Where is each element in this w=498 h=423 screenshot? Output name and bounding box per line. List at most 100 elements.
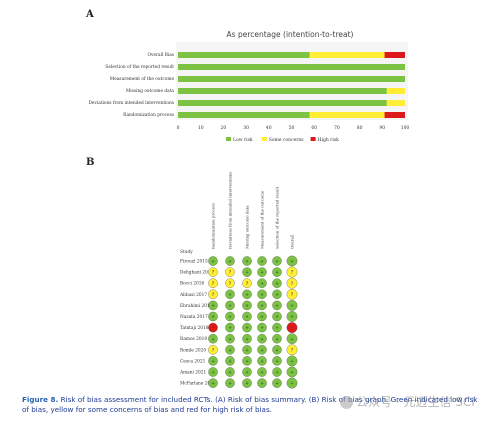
rating-symbol: - bbox=[291, 326, 293, 331]
rating-dot bbox=[242, 278, 252, 288]
rating-dot bbox=[272, 267, 282, 277]
rating-dot bbox=[257, 322, 267, 333]
rating-dot bbox=[272, 322, 282, 333]
figure-caption-text: Risk of bias assessment for included RCT… bbox=[22, 395, 478, 414]
rating-symbol: + bbox=[211, 259, 215, 265]
rating-dot bbox=[272, 367, 282, 377]
rating-symbol: ? bbox=[212, 281, 215, 287]
rating-dot bbox=[242, 311, 252, 322]
rating-symbol: + bbox=[275, 259, 279, 265]
rating-symbol: + bbox=[245, 292, 249, 298]
rating-dot bbox=[208, 256, 218, 266]
rating-symbol: + bbox=[275, 303, 279, 309]
rating-dot bbox=[286, 255, 298, 267]
rating-dot bbox=[225, 322, 235, 333]
category-label: Measurement of the outcome bbox=[110, 77, 175, 82]
rating-symbol: + bbox=[290, 303, 294, 309]
x-tick-label: 80 bbox=[357, 125, 363, 131]
rating-symbol: + bbox=[245, 325, 249, 331]
x-tick-label: 10 bbox=[198, 125, 204, 131]
study-name: Firouzi 2015 bbox=[180, 260, 208, 265]
bar-segment bbox=[178, 100, 387, 106]
study-name: Amani 2021 bbox=[179, 371, 206, 376]
rating-symbol: ? bbox=[291, 281, 294, 287]
rating-symbol: + bbox=[245, 270, 249, 276]
bar-segment bbox=[178, 112, 310, 118]
rating-dot bbox=[257, 300, 267, 311]
rating-dot bbox=[225, 378, 235, 388]
rating-dot bbox=[208, 345, 218, 355]
risk-of-bias-summary-chart: As percentage (intention-to-treat) Overal… bbox=[88, 30, 410, 143]
rating-symbol: + bbox=[260, 381, 264, 387]
x-tick-label: 40 bbox=[266, 125, 272, 131]
rating-dot bbox=[242, 289, 252, 300]
rating-dot bbox=[272, 356, 282, 366]
rating-dot bbox=[208, 267, 218, 277]
rating-symbol: + bbox=[245, 359, 249, 365]
column-header: Measurement of the outcome bbox=[260, 190, 265, 249]
rating-symbol: + bbox=[275, 314, 279, 320]
rating-symbol: + bbox=[260, 336, 264, 342]
rating-dot bbox=[272, 333, 282, 344]
rating-symbol: + bbox=[260, 359, 264, 365]
rating-dot bbox=[225, 267, 235, 277]
rating-symbol: + bbox=[275, 347, 279, 353]
rating-dot bbox=[208, 289, 218, 300]
rating-symbol: + bbox=[228, 303, 232, 309]
rating-symbol: + bbox=[228, 325, 232, 331]
rating-symbol: + bbox=[228, 381, 232, 387]
rating-dot bbox=[286, 344, 298, 356]
rating-dot bbox=[225, 311, 235, 322]
rating-symbol: + bbox=[275, 270, 279, 276]
rating-dot bbox=[272, 289, 282, 300]
rating-dot bbox=[225, 278, 235, 288]
rating-dot bbox=[225, 300, 235, 311]
rating-symbol: + bbox=[245, 259, 249, 265]
rating-dot bbox=[225, 289, 235, 300]
rating-symbol: ? bbox=[291, 270, 294, 276]
category-label: Selection of the reported result bbox=[105, 65, 174, 70]
x-tick-label: 60 bbox=[311, 125, 317, 131]
rating-symbol: + bbox=[228, 314, 232, 320]
rating-symbol: + bbox=[211, 370, 215, 376]
rating-symbol: + bbox=[245, 303, 249, 309]
rating-dot bbox=[208, 278, 218, 288]
column-header: Overall bbox=[290, 234, 295, 249]
legend-swatch bbox=[226, 137, 231, 141]
x-tick-label: 20 bbox=[221, 125, 227, 131]
rating-symbol: ? bbox=[212, 292, 215, 298]
rating-symbol: + bbox=[275, 292, 279, 298]
rating-symbol: + bbox=[228, 336, 232, 342]
rating-symbol: + bbox=[275, 359, 279, 365]
column-header: Deviations from intended interventions bbox=[228, 172, 233, 249]
rating-symbol: + bbox=[290, 336, 294, 342]
category-label: Randomization process bbox=[123, 113, 174, 118]
rating-symbol: + bbox=[260, 325, 264, 331]
rating-dot bbox=[286, 288, 298, 300]
rating-symbol: ? bbox=[212, 347, 215, 353]
rating-symbol: ? bbox=[246, 281, 249, 287]
bar-segment bbox=[386, 100, 405, 106]
rating-dot bbox=[286, 366, 298, 378]
column-header: Selection of the reported result bbox=[275, 186, 280, 249]
rating-dot bbox=[257, 367, 267, 377]
watermark: 公众号 · 元迈生信 SCI bbox=[340, 393, 475, 410]
rating-dot bbox=[272, 345, 282, 355]
rating-dot bbox=[286, 300, 298, 311]
rating-dot bbox=[286, 322, 298, 333]
rating-dot bbox=[208, 322, 218, 333]
rating-dot bbox=[257, 311, 267, 322]
study-name: Nazata 2017 bbox=[180, 315, 208, 320]
x-tick-label: 90 bbox=[379, 125, 385, 131]
rating-symbol: + bbox=[260, 281, 264, 287]
rating-dot bbox=[242, 300, 252, 311]
rating-symbol: + bbox=[275, 325, 279, 331]
bar-segment bbox=[178, 88, 387, 94]
x-tick-label: 100 bbox=[401, 125, 410, 131]
rating-symbol: + bbox=[260, 259, 264, 265]
rating-dot bbox=[242, 356, 252, 366]
study-name: McFarlane 2021 bbox=[180, 382, 216, 387]
rating-symbol: + bbox=[260, 303, 264, 309]
rating-symbol: + bbox=[260, 292, 264, 298]
rating-dot bbox=[286, 377, 298, 389]
